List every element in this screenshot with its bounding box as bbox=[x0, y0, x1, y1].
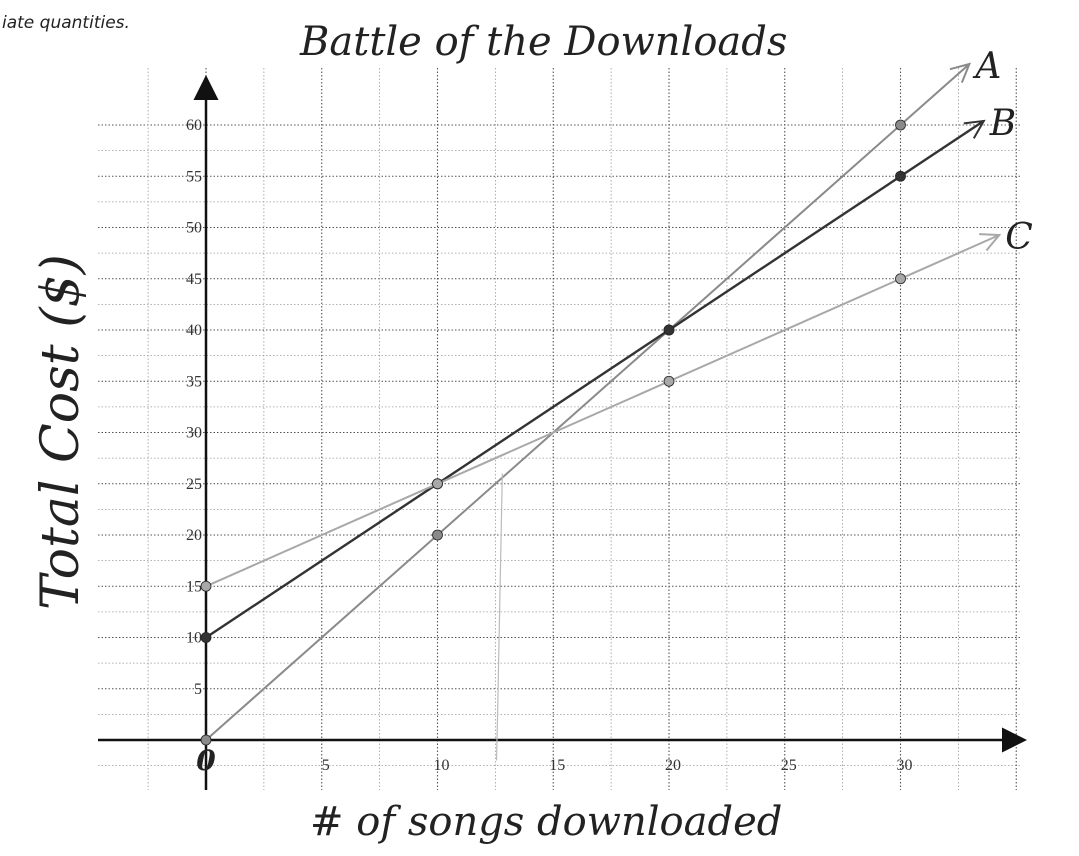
y-tick-label: 45 bbox=[186, 271, 202, 288]
chart-grid bbox=[98, 68, 1022, 790]
series-arrowhead bbox=[963, 119, 986, 139]
data-point bbox=[200, 734, 212, 746]
series-c: C bbox=[200, 217, 1033, 592]
y-tick-label: 40 bbox=[186, 322, 202, 339]
data-point bbox=[663, 324, 675, 336]
series-line-c bbox=[205, 234, 1000, 588]
series-arrowhead bbox=[979, 233, 1002, 252]
origin-label: 0 bbox=[196, 744, 216, 777]
y-tick-label: 30 bbox=[186, 425, 202, 442]
data-point bbox=[663, 375, 675, 387]
series-line-a bbox=[205, 63, 971, 741]
y-tick-label: 25 bbox=[186, 476, 202, 493]
x-tick-label: 25 bbox=[781, 757, 797, 774]
y-tick-label: 20 bbox=[186, 527, 202, 544]
prompt-fragment: iate quantities. bbox=[2, 13, 130, 33]
data-point bbox=[432, 478, 443, 490]
y-tick-label: 60 bbox=[186, 117, 202, 134]
data-point bbox=[895, 170, 906, 182]
series-b: B bbox=[200, 103, 1016, 643]
series-a: A bbox=[200, 46, 1001, 746]
data-point bbox=[432, 529, 443, 541]
y-tick-label: 35 bbox=[186, 373, 202, 390]
pencil-guideline bbox=[495, 473, 503, 761]
y-tick-label: 5 bbox=[194, 681, 202, 698]
series-arrowhead bbox=[949, 62, 972, 84]
data-point bbox=[200, 580, 212, 592]
x-tick-label: 10 bbox=[434, 757, 450, 774]
y-tick-label: 15 bbox=[186, 578, 202, 595]
series-label: C bbox=[1005, 217, 1033, 258]
data-point bbox=[895, 119, 906, 131]
series-layer: AB C bbox=[200, 46, 1033, 761]
data-point bbox=[200, 632, 212, 643]
series-label: B bbox=[989, 103, 1016, 144]
data-point bbox=[895, 273, 906, 285]
x-tick-label: 30 bbox=[897, 757, 913, 774]
tick-labels: 5 10 15 20 25 30 35 40 45 50 55 60 5 10 15 20 25 30 0 bbox=[186, 117, 913, 777]
y-axis-label: Total Cost ($) bbox=[31, 254, 91, 610]
y-tick-label: 55 bbox=[186, 168, 202, 185]
x-axis-label: # of songs downloaded bbox=[310, 799, 782, 845]
y-tick-label: 50 bbox=[186, 220, 202, 237]
y-tick-label: 10 bbox=[186, 630, 202, 647]
x-tick-label: 20 bbox=[665, 757, 681, 774]
chart-axes bbox=[98, 75, 1027, 790]
chart-title: Battle of the Downloads bbox=[299, 19, 787, 65]
series-label: A bbox=[972, 46, 1001, 87]
x-tick-label: 5 bbox=[322, 757, 330, 774]
series-line-b bbox=[205, 119, 985, 639]
x-tick-label: 15 bbox=[549, 757, 565, 774]
